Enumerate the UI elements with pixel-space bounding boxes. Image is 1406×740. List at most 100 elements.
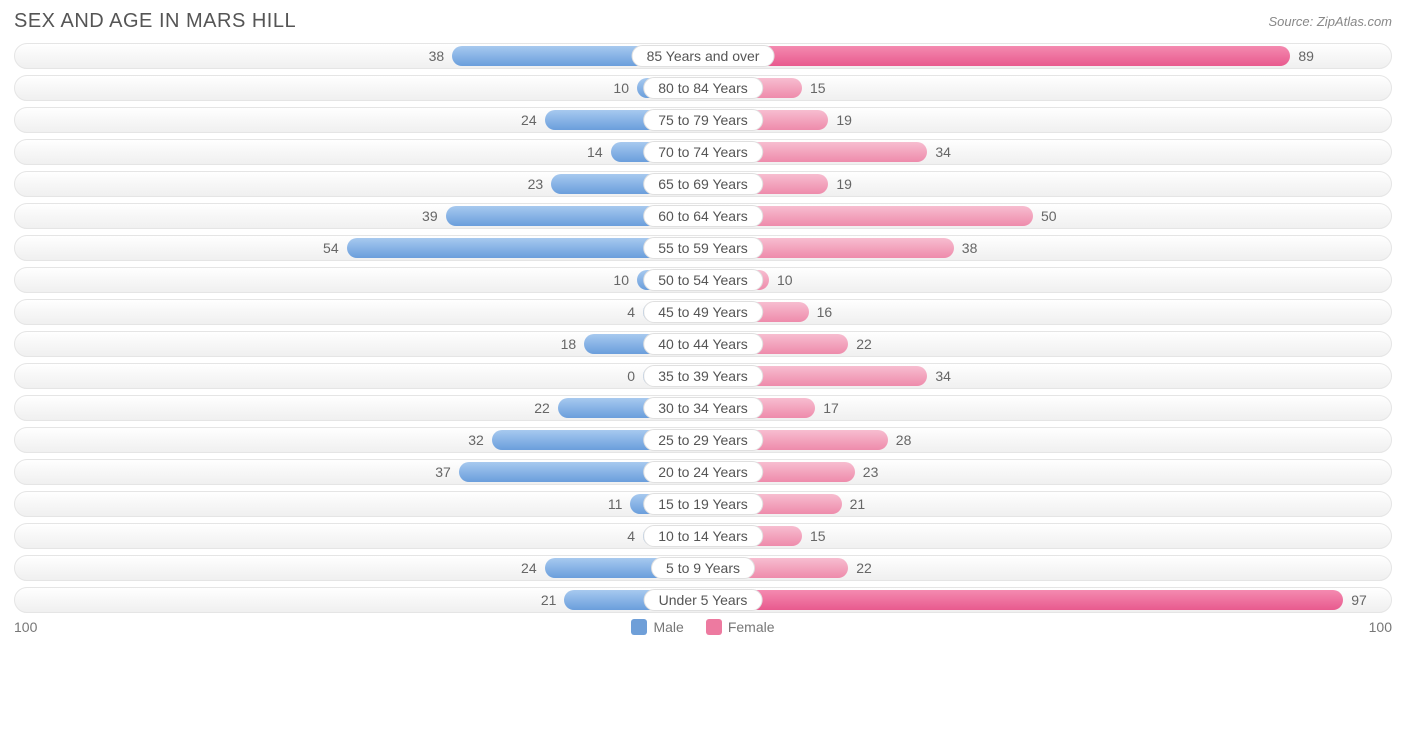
female-value: 38 bbox=[954, 240, 978, 256]
legend-female-label: Female bbox=[728, 619, 775, 635]
female-value: 19 bbox=[828, 176, 852, 192]
female-value: 22 bbox=[848, 560, 872, 576]
row-track: 41510 to 14 Years bbox=[14, 523, 1392, 549]
age-category-pill: Under 5 Years bbox=[644, 589, 763, 611]
male-value: 24 bbox=[521, 560, 545, 576]
age-category-pill: 65 to 69 Years bbox=[643, 173, 763, 195]
chart-title: SEX AND AGE IN MARS HILL bbox=[14, 10, 296, 33]
table-row: 14 34 70 to 74 Years bbox=[14, 139, 1392, 165]
female-half: 23 bbox=[703, 462, 1387, 482]
male-half: 11 bbox=[19, 494, 703, 514]
female-value: 97 bbox=[1343, 592, 1367, 608]
age-category-pill: 35 to 39 Years bbox=[643, 365, 763, 387]
female-half: 15 bbox=[703, 78, 1387, 98]
table-row: 10 10 50 to 54 Years bbox=[14, 267, 1392, 293]
female-value: 50 bbox=[1033, 208, 1057, 224]
male-half: 10 bbox=[19, 270, 703, 290]
table-row: 39 50 60 to 64 Years bbox=[14, 203, 1392, 229]
legend-female: Female bbox=[706, 619, 775, 635]
female-half: 16 bbox=[703, 302, 1387, 322]
male-half: 23 bbox=[19, 174, 703, 194]
female-value: 15 bbox=[802, 80, 826, 96]
female-half: 21 bbox=[703, 494, 1387, 514]
male-value: 38 bbox=[429, 48, 453, 64]
row-track: 241975 to 79 Years bbox=[14, 107, 1392, 133]
row-track: 23 19 65 to 69 Years bbox=[14, 171, 1392, 197]
female-half: 10 bbox=[703, 270, 1387, 290]
male-value: 37 bbox=[435, 464, 459, 480]
age-category-pill: 70 to 74 Years bbox=[643, 141, 763, 163]
table-row: 18 22 40 to 44 Years bbox=[14, 331, 1392, 357]
female-half: 34 bbox=[703, 366, 1387, 386]
table-row: 21 97 Under 5 Years bbox=[14, 587, 1392, 613]
table-row: 241975 to 79 Years bbox=[14, 107, 1392, 133]
male-half: 14 bbox=[19, 142, 703, 162]
table-row: 112115 to 19 Years bbox=[14, 491, 1392, 517]
female-value: 28 bbox=[888, 432, 912, 448]
male-value: 39 bbox=[422, 208, 446, 224]
female-value: 15 bbox=[802, 528, 826, 544]
age-category-pill: 50 to 54 Years bbox=[643, 269, 763, 291]
male-value: 32 bbox=[468, 432, 492, 448]
male-half: 22 bbox=[19, 398, 703, 418]
axis-row: 100 Male Female 100 bbox=[14, 619, 1392, 635]
age-category-pill: 60 to 64 Years bbox=[643, 205, 763, 227]
age-category-pill: 85 Years and over bbox=[632, 45, 775, 67]
male-value: 23 bbox=[528, 176, 552, 192]
female-value: 22 bbox=[848, 336, 872, 352]
female-half: 22 bbox=[703, 334, 1387, 354]
male-value: 54 bbox=[323, 240, 347, 256]
female-half: 17 bbox=[703, 398, 1387, 418]
male-half: 39 bbox=[19, 206, 703, 226]
male-value: 4 bbox=[627, 528, 643, 544]
female-swatch-icon bbox=[706, 619, 722, 635]
male-half: 4 bbox=[19, 526, 703, 546]
female-value: 10 bbox=[769, 272, 793, 288]
male-half: 18 bbox=[19, 334, 703, 354]
female-half: 50 bbox=[703, 206, 1387, 226]
age-category-pill: 40 to 44 Years bbox=[643, 333, 763, 355]
legend: Male Female bbox=[631, 619, 774, 635]
chart-header: SEX AND AGE IN MARS HILL Source: ZipAtla… bbox=[14, 10, 1392, 33]
row-track: 22 1730 to 34 Years bbox=[14, 395, 1392, 421]
female-bar bbox=[703, 46, 1290, 66]
diverging-bar-chart: 388985 Years and over101580 to 84 Years2… bbox=[14, 43, 1392, 613]
female-half: 22 bbox=[703, 558, 1387, 578]
axis-left-label: 100 bbox=[14, 619, 37, 635]
male-value: 10 bbox=[613, 272, 637, 288]
female-value: 23 bbox=[855, 464, 879, 480]
male-value: 22 bbox=[534, 400, 558, 416]
age-category-pill: 55 to 59 Years bbox=[643, 237, 763, 259]
age-category-pill: 25 to 29 Years bbox=[643, 429, 763, 451]
female-half: 97 bbox=[703, 590, 1387, 610]
female-half: 19 bbox=[703, 174, 1387, 194]
female-value: 16 bbox=[809, 304, 833, 320]
female-value: 34 bbox=[927, 144, 951, 160]
row-track: 18 22 40 to 44 Years bbox=[14, 331, 1392, 357]
row-track: 03435 to 39 Years bbox=[14, 363, 1392, 389]
age-category-pill: 15 to 19 Years bbox=[643, 493, 763, 515]
row-track: 32 28 25 to 29 Years bbox=[14, 427, 1392, 453]
row-track: 21 97 Under 5 Years bbox=[14, 587, 1392, 613]
row-track: 54 38 55 to 59 Years bbox=[14, 235, 1392, 261]
table-row: 22 1730 to 34 Years bbox=[14, 395, 1392, 421]
male-half: 24 bbox=[19, 558, 703, 578]
male-half: 10 bbox=[19, 78, 703, 98]
female-half: 38 bbox=[703, 238, 1387, 258]
row-track: 41645 to 49 Years bbox=[14, 299, 1392, 325]
table-row: 54 38 55 to 59 Years bbox=[14, 235, 1392, 261]
table-row: 372320 to 24 Years bbox=[14, 459, 1392, 485]
legend-male: Male bbox=[631, 619, 683, 635]
table-row: 32 28 25 to 29 Years bbox=[14, 427, 1392, 453]
age-category-pill: 30 to 34 Years bbox=[643, 397, 763, 419]
female-half: 34 bbox=[703, 142, 1387, 162]
row-track: 101580 to 84 Years bbox=[14, 75, 1392, 101]
table-row: 41645 to 49 Years bbox=[14, 299, 1392, 325]
row-track: 388985 Years and over bbox=[14, 43, 1392, 69]
female-half: 28 bbox=[703, 430, 1387, 450]
legend-male-label: Male bbox=[653, 619, 683, 635]
table-row: 24225 to 9 Years bbox=[14, 555, 1392, 581]
male-value: 21 bbox=[541, 592, 565, 608]
row-track: 112115 to 19 Years bbox=[14, 491, 1392, 517]
male-swatch-icon bbox=[631, 619, 647, 635]
